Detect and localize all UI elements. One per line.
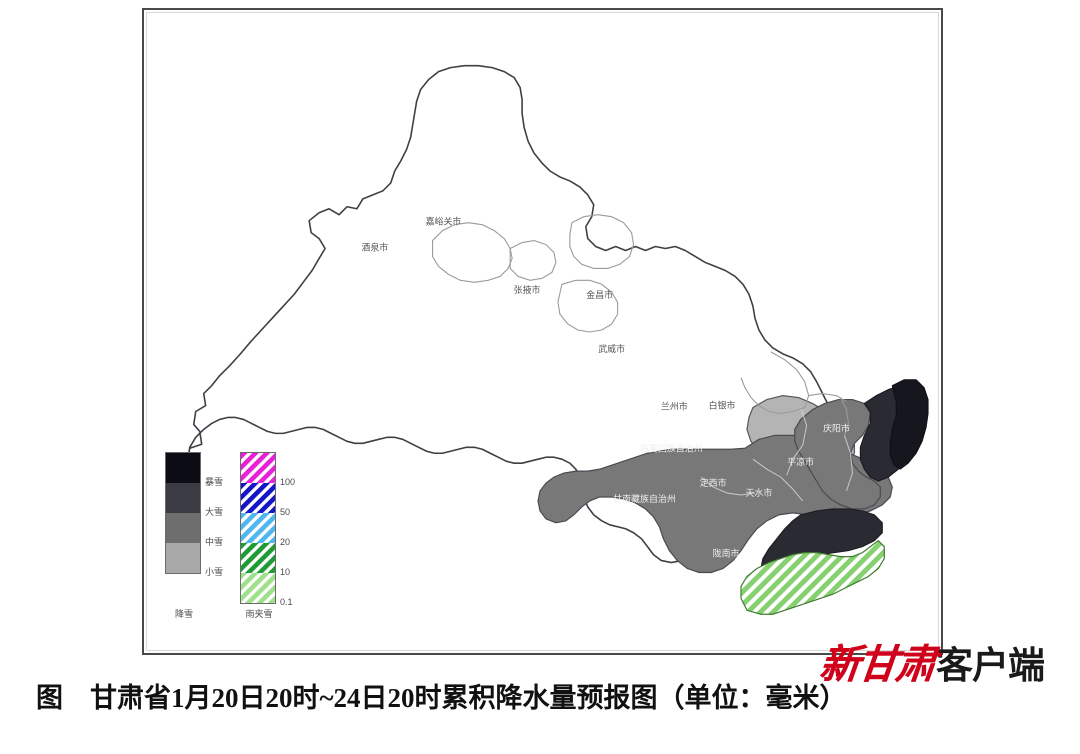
prefecture-borders-lanzhou: [740, 351, 850, 436]
region-moderate-snow-qingyang: [794, 398, 881, 510]
city-label: 兰州市: [661, 401, 688, 412]
legend-snow-band: [166, 543, 200, 573]
legend-snow-band: [166, 453, 200, 483]
legend-rain-band: [241, 453, 275, 483]
legend-snow-tick: 大雪: [205, 507, 224, 517]
legend-rain-band: [241, 543, 275, 573]
city-label: 白银市: [709, 400, 736, 411]
legend-snow-bar: [165, 452, 201, 574]
legend-snow-band: [166, 513, 200, 543]
region-moderate-snow: [537, 434, 893, 574]
legend-snow-tick: 小雪: [205, 567, 224, 577]
legend-snow-band: [166, 483, 200, 513]
legend-rain-bar: [240, 452, 276, 604]
gansu-province-boundary: [186, 64, 846, 564]
region-rain-longnan: [740, 539, 885, 615]
prefecture-borders-northwest: [432, 214, 635, 333]
city-label: 张掖市: [514, 284, 541, 295]
region-blizzard-northeast: [889, 379, 929, 470]
figure-caption: 图 甘肃省1月20日20时~24日20时累积降水量预报图（单位：毫米）: [36, 683, 847, 713]
city-label: 天水市: [745, 487, 772, 498]
map-legend: 暴雪大雪中雪小雪 降雪 100 50 20 10 0.1 雨夹雪: [165, 452, 315, 627]
legend-rain-tick: 10: [280, 567, 291, 577]
prefecture-borders-southeast: [700, 407, 853, 502]
city-label: 平凉市: [787, 456, 814, 467]
city-label: 庆阳市: [823, 422, 850, 433]
legend-snow-tick: 暴雪: [205, 477, 224, 487]
legend-rain-tick: 50: [280, 507, 291, 517]
city-label: 嘉峪关市: [426, 216, 462, 227]
legend-rain-band: [241, 483, 275, 513]
legend-rain-tick: 0.1: [280, 597, 293, 607]
legend-rain-band: [241, 573, 275, 603]
city-label: 甘南藏族自治州: [613, 493, 676, 504]
city-label: 武威市: [598, 343, 625, 354]
legend-rain-tick: 20: [280, 537, 291, 547]
legend-snow-column: 暴雪大雪中雪小雪 降雪: [165, 452, 223, 619]
legend-rain-title: 雨夹雪: [245, 609, 273, 619]
legend-snow-tick: 中雪: [205, 537, 224, 547]
legend-rain-band: [241, 513, 275, 543]
legend-snow-title: 降雪: [174, 609, 193, 619]
city-label: 定西市: [700, 477, 727, 488]
city-label: 酒泉市: [361, 242, 388, 253]
city-label: 金昌市: [586, 289, 613, 300]
legend-rain-column: 100 50 20 10 0.1 雨夹雪: [240, 452, 295, 619]
city-label: 临夏回族自治州: [640, 442, 703, 453]
legend-rain-tick: 100: [280, 477, 296, 487]
city-label: 陇南市: [713, 548, 740, 559]
